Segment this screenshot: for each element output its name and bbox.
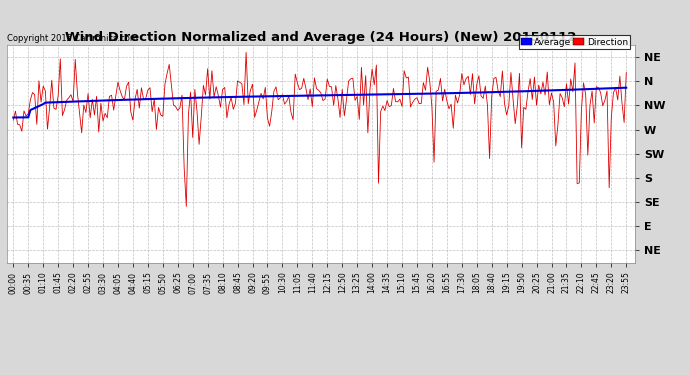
Title: Wind Direction Normalized and Average (24 Hours) (New) 20150112: Wind Direction Normalized and Average (2… bbox=[65, 31, 577, 44]
Legend: Average, Direction: Average, Direction bbox=[518, 35, 630, 49]
Text: Copyright 2015 Cartronics.com: Copyright 2015 Cartronics.com bbox=[7, 34, 138, 43]
